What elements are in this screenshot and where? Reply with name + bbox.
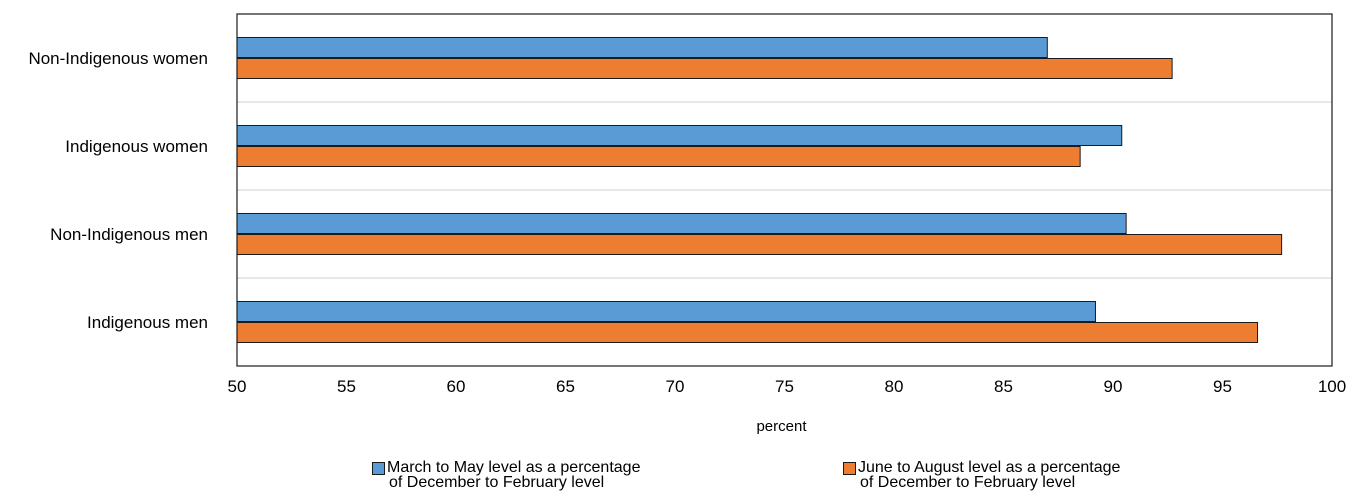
x-tick-label: 100 — [1318, 377, 1346, 396]
legend-label-0-line-2: of December to February level — [389, 474, 605, 491]
legend-label-1-line-2: of December to February level — [860, 474, 1076, 491]
bar-jun-aug-3 — [236, 322, 1259, 343]
bar-mar-may-2 — [236, 213, 1127, 234]
category-label: Non-Indigenous men — [50, 225, 208, 244]
bar-jun-aug-0 — [236, 58, 1173, 79]
x-tick-label: 95 — [1213, 377, 1232, 396]
legend-swatch-0 — [372, 462, 385, 475]
legend-item-0: March to May level as a percentage of Dec… — [372, 459, 641, 491]
bar-mar-may-3 — [236, 301, 1096, 322]
x-tick-label: 50 — [228, 377, 247, 396]
plot-frame — [236, 13, 1333, 367]
legend-label-1: June to August level as a percentage of D… — [858, 459, 1121, 491]
category-labels: Non-Indigenous women Indigenous women Non-… — [28, 49, 208, 332]
category-label: Indigenous men — [87, 313, 208, 332]
category-separators — [237, 101, 1332, 279]
x-tick-label: 85 — [994, 377, 1013, 396]
x-axis-title: percent — [756, 418, 807, 435]
legend-label-0-line-1: March to May level as a percentage — [387, 459, 641, 476]
bar-jun-aug-2 — [236, 234, 1283, 255]
x-tick-label: 60 — [447, 377, 466, 396]
x-tick-label: 90 — [1104, 377, 1123, 396]
x-tick-label: 65 — [556, 377, 575, 396]
legend-swatch-1 — [843, 462, 856, 475]
legend-label-0: March to May level as a percentage of Dec… — [387, 459, 641, 491]
x-tick-label: 70 — [666, 377, 685, 396]
x-tick-label: 75 — [775, 377, 794, 396]
legend-label-1-line-1: June to August level as a percentage — [858, 459, 1121, 476]
bar-mar-may-0 — [236, 37, 1048, 58]
bar-jun-aug-1 — [236, 146, 1081, 167]
x-tick-label: 80 — [885, 377, 904, 396]
x-tick-labels: 50 55 60 65 70 75 80 85 90 95 100 — [228, 377, 1347, 396]
bar-mar-may-1 — [236, 125, 1123, 146]
category-label: Non-Indigenous women — [28, 49, 208, 68]
legend-item-1: June to August level as a percentage of D… — [843, 459, 1121, 491]
category-label: Indigenous women — [65, 137, 208, 156]
x-tick-label: 55 — [337, 377, 356, 396]
